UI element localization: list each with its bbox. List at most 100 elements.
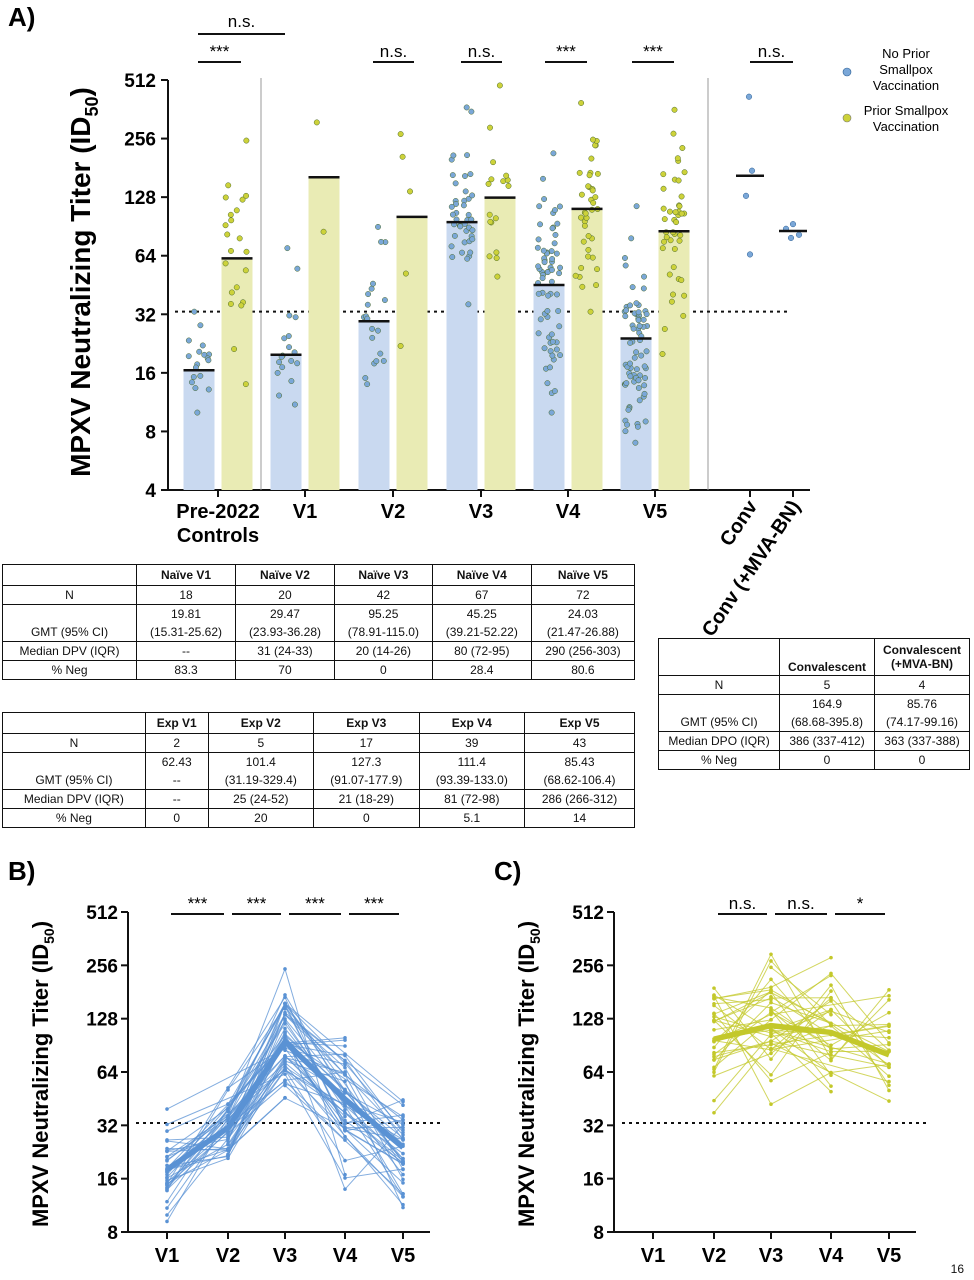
naive-point: [362, 375, 369, 381]
subject-point: [769, 1073, 773, 1077]
naive-point: [463, 104, 470, 111]
subject-trajectory: [770, 1048, 890, 1082]
table-cell: 72: [530, 585, 636, 605]
subject-point: [283, 1035, 287, 1039]
table-cell: 5: [779, 675, 875, 695]
exp-point: [231, 346, 238, 352]
exp-point: [663, 234, 670, 241]
naive-point: [540, 175, 546, 182]
subject-point: [887, 1035, 891, 1040]
exp-point: [675, 177, 682, 184]
table-cell: 45.25: [431, 604, 532, 623]
naive-point: [624, 421, 631, 428]
exp-point: [488, 176, 495, 183]
exp-point: [228, 217, 235, 224]
legend-naive-marker: [842, 67, 852, 77]
y-tick-label: 16: [135, 364, 156, 385]
exp-point: [320, 228, 327, 235]
table-cell: (23.93-36.28): [234, 623, 335, 642]
exp-point: [678, 277, 685, 284]
subject-point: [165, 1206, 169, 1210]
exp-point: [503, 172, 510, 179]
subject-point: [343, 1089, 347, 1093]
table-cell: 81 (72-98): [418, 789, 526, 809]
exp-point: [242, 267, 249, 274]
y-tick-label: 64: [135, 247, 157, 268]
y-axis-label: MPXV Neutralizing Titer (ID50): [514, 921, 543, 1227]
naive-point: [373, 358, 380, 365]
exp-point: [222, 260, 229, 267]
x-tick-label: V3: [273, 1245, 297, 1267]
subject-point: [712, 1027, 716, 1032]
naive-point: [623, 380, 630, 387]
table-cell: 80 (72-95): [431, 641, 532, 661]
naive-bar-5: [620, 338, 652, 490]
subject-point: [769, 1078, 773, 1083]
subject-point: [226, 1139, 230, 1144]
naive-point: [629, 284, 636, 291]
table-cell: (74.17-99.16): [874, 713, 970, 732]
table-cell: (68.68-395.8): [779, 713, 875, 732]
table-cell: [657, 694, 781, 713]
subject-trajectory: [227, 1006, 286, 1105]
exp-point: [667, 237, 674, 244]
naive-point: [364, 301, 371, 308]
y-tick-label: 64: [583, 1063, 605, 1084]
naive-point: [536, 203, 543, 210]
subject-point: [401, 1103, 405, 1108]
subject-point: [226, 1143, 230, 1147]
exp-point: [677, 232, 684, 239]
naive-point: [643, 311, 650, 318]
table-cell: 363 (337-388): [874, 731, 970, 751]
table-cell: (93.39-133.0): [418, 771, 526, 790]
exp-point: [585, 233, 592, 239]
y-tick-label: 512: [572, 903, 604, 924]
exp-point: [674, 155, 681, 162]
exp-point: [578, 100, 585, 106]
naive-row-gmt_val: 19.81 29.47 95.25 45.25 24.03: [1, 604, 636, 623]
x-tick-label: V4: [333, 1245, 358, 1267]
table-cell: 20 (14-26): [333, 641, 433, 661]
exp-point: [580, 238, 587, 245]
table-cell: Convalescent (+MVA-BN): [874, 638, 970, 676]
legend-exp-label: Prior Smallpox: [864, 103, 949, 118]
naive-point: [462, 173, 468, 179]
exp-row-header: Exp V1 Exp V2 Exp V3 Exp V4 Exp V5: [2, 712, 635, 734]
subject-point: [887, 1074, 891, 1079]
table-cell: 29.47: [234, 604, 335, 623]
table-cell: (39.21-52.22): [431, 623, 532, 642]
naive-row-gmt_ci: GMT (95% CI) (15.31-25.62) (23.93-36.28) (7…: [1, 623, 636, 642]
subject-point: [165, 1178, 169, 1183]
exp-row-n: N 2 5 17 39 43: [2, 733, 635, 753]
exp-bar-3: [484, 197, 516, 490]
naive-point: [449, 211, 456, 218]
x-tick-label: V4: [556, 501, 581, 523]
table-cell: 0: [779, 750, 875, 770]
y-tick-label: 256: [86, 956, 118, 977]
naive-point: [635, 317, 642, 324]
x-tick-label: V5: [643, 501, 667, 523]
naive-point: [548, 409, 555, 416]
naive-point: [549, 352, 556, 359]
subject-point: [283, 1004, 287, 1009]
naive-point: [549, 256, 556, 262]
exp-point: [590, 199, 597, 206]
naive-point: [553, 291, 560, 298]
naive-point: [623, 307, 630, 314]
naive-point: [288, 378, 295, 385]
naive-point: [556, 323, 563, 330]
table-cell: 25 (24-52): [207, 789, 315, 809]
naive-point: [196, 348, 203, 355]
exp-point: [594, 170, 601, 177]
exp-point: [492, 215, 499, 222]
subject-point: [226, 1156, 230, 1161]
subject-point: [887, 998, 891, 1002]
naive-point: [449, 172, 456, 179]
table-cell: 43: [524, 733, 635, 753]
exp-point: [494, 273, 501, 280]
subject-point: [769, 994, 773, 999]
subject-point: [226, 1131, 230, 1136]
conv-row-gmt_val: 164.9 85.76: [657, 694, 970, 713]
table-cell: Median DPV (IQR): [2, 789, 146, 809]
